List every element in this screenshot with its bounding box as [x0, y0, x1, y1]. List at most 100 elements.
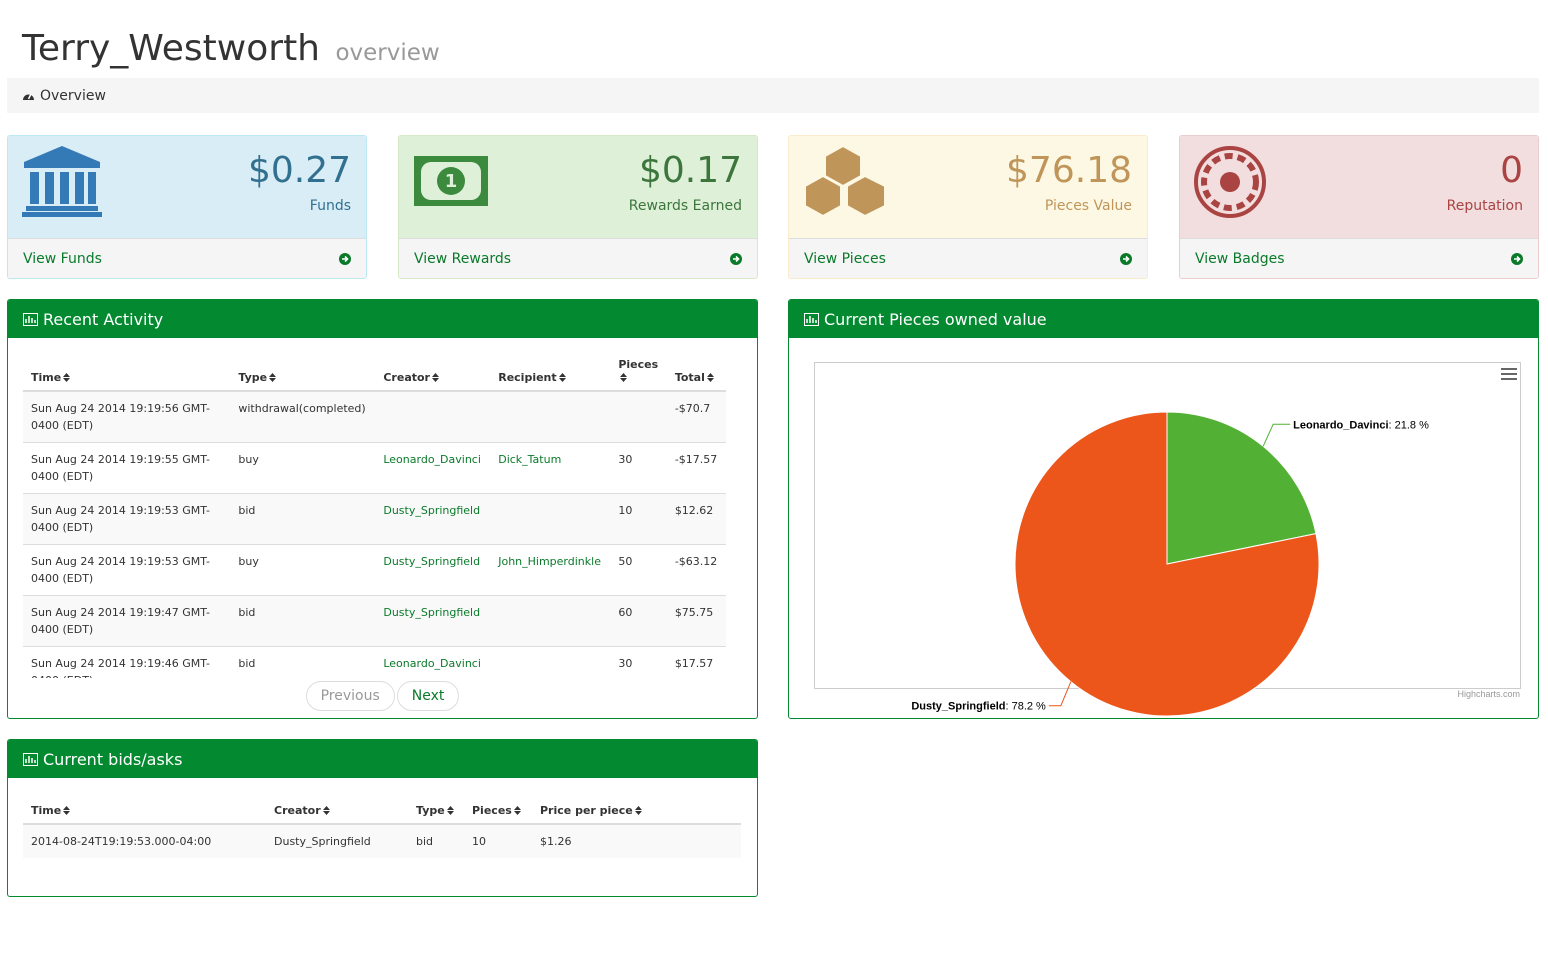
arrow-icon	[1511, 253, 1523, 265]
pie-chart: Highcharts.com Leonardo_Davinci: 21.8 % D…	[814, 362, 1521, 717]
table-cell: 30	[610, 442, 667, 494]
stat-link[interactable]: View Funds	[8, 238, 366, 278]
stat-card: 1 $0.17 Rewards Earned View Rewards	[398, 135, 758, 279]
table-cell: Leonardo_Davinci	[375, 442, 491, 494]
bids-panel: Current bids/asks Time Creator Type Pieces P…	[7, 739, 758, 897]
link-text[interactable]: View Pieces	[804, 251, 886, 267]
data-label: Dusty_Springfield: 78.2 %	[911, 701, 1046, 713]
sort-arrows	[322, 806, 330, 815]
table-cell: buy	[230, 544, 376, 596]
prev-button[interactable]: Previous	[305, 681, 395, 711]
cell-text: -$17.57	[674, 453, 718, 466]
breadcrumb-item[interactable]: Overview	[40, 87, 106, 104]
column-header[interactable]: Total	[666, 352, 726, 392]
sort-arrows	[431, 373, 439, 382]
table-cell	[610, 390, 667, 443]
column-header[interactable]: Time	[23, 352, 231, 392]
bank-icon	[22, 146, 102, 217]
table-cell: -$70.7	[666, 390, 726, 443]
user-name: Terry_Westworth	[22, 28, 321, 69]
cell-text[interactable]: Leonardo_Davinci	[383, 453, 481, 466]
column-title: Creator	[274, 804, 321, 817]
stat-link[interactable]: View Pieces	[789, 238, 1147, 278]
column-header[interactable]: Creator	[266, 798, 408, 825]
cell-text: Sun Aug 24 2014 19:19:46 GMT-0400 (EDT)	[31, 657, 210, 678]
arrow-icon	[339, 253, 351, 265]
panel-title: Recent Activity	[43, 309, 164, 329]
sort-icon	[634, 806, 642, 815]
stat-link[interactable]: View Rewards	[399, 238, 757, 278]
panel-title: Current bids/asks	[43, 749, 183, 769]
stat-link[interactable]: View Badges	[1180, 238, 1538, 278]
table-cell: -$63.12	[666, 544, 726, 596]
cell-text: Sun Aug 24 2014 19:19:55 GMT-0400 (EDT)	[31, 453, 210, 483]
svg-text:1: 1	[445, 171, 458, 192]
cell-text: Sun Aug 24 2014 19:19:53 GMT-0400 (EDT)	[31, 504, 210, 534]
chart-icon	[23, 752, 38, 766]
sort-icon	[706, 373, 714, 382]
cell-text: $75.75	[674, 606, 714, 619]
cell-text: 10	[618, 504, 633, 517]
table-row: Sun Aug 24 2014 19:19:55 GMT-0400 (EDT) b…	[23, 442, 726, 494]
stat-label: Funds	[309, 198, 351, 214]
panel-heading: Current bids/asks	[8, 740, 757, 778]
next-button[interactable]: Next	[396, 681, 460, 711]
cell-text[interactable]: Leonardo_Davinci	[383, 657, 481, 670]
table-cell	[490, 595, 611, 647]
column-header[interactable]: Type	[408, 798, 464, 825]
label-value: : 78.2 %	[1005, 701, 1046, 713]
table-cell: 50	[610, 544, 667, 596]
cell-text: 10	[472, 835, 486, 848]
link-text[interactable]: View Funds	[23, 251, 102, 267]
panel-title: Current Pieces owned value	[824, 309, 1047, 329]
table-cell: John_Himperdinkle	[490, 544, 611, 596]
stat-label: Pieces Value	[1044, 198, 1132, 214]
table-cell: -$17.57	[666, 442, 726, 494]
cell-text[interactable]: Dusty_Springfield	[383, 555, 481, 568]
column-header[interactable]: Pieces	[610, 352, 667, 392]
bids-table: Time Creator Type Pieces Price per piece 2014…	[23, 798, 741, 858]
data-label: Leonardo_Davinci: 21.8 %	[1293, 419, 1429, 431]
export-menu[interactable]	[1501, 368, 1517, 380]
table-cell: buy	[230, 442, 376, 494]
chart-credit[interactable]: Highcharts.com	[1457, 689, 1520, 699]
column-header[interactable]: Pieces	[464, 798, 532, 825]
table-cell: 30	[610, 646, 667, 678]
stat-value: $0.27	[247, 150, 351, 191]
table-cell: bid	[230, 646, 376, 678]
cell-text: 30	[618, 657, 633, 670]
sort-icon	[269, 373, 277, 382]
column-title: Pieces	[618, 358, 659, 371]
column-header[interactable]: Recipient	[490, 352, 611, 392]
table-cell: Dusty_Springfield	[375, 595, 491, 647]
link-text[interactable]: View Badges	[1195, 251, 1285, 267]
cell-text: 30	[618, 453, 633, 466]
sort-icon	[446, 806, 454, 815]
sort-arrows	[63, 373, 71, 382]
label-name: Leonardo_Davinci	[1293, 419, 1388, 431]
link-text[interactable]: View Rewards	[414, 251, 512, 267]
cell-text: $1.26	[540, 835, 572, 848]
cell-text[interactable]: Dusty_Springfield	[383, 606, 481, 619]
column-header[interactable]: Time	[23, 798, 266, 825]
table-cell: Dusty_Springfield	[375, 493, 491, 545]
cell-text[interactable]: Dick_Tatum	[498, 453, 562, 466]
cell-text: buy	[238, 555, 259, 568]
chart-icon	[804, 312, 819, 326]
subtitle: overview	[335, 40, 440, 66]
table-row: Sun Aug 24 2014 19:19:56 GMT-0400 (EDT) w…	[23, 390, 726, 443]
table-cell: $1.26	[532, 823, 741, 858]
table-cell	[490, 390, 611, 443]
column-header[interactable]: Creator	[375, 352, 491, 392]
column-header[interactable]: Type	[230, 352, 376, 392]
table-cell: bid	[230, 595, 376, 647]
cell-text[interactable]: John_Himperdinkle	[498, 555, 601, 568]
cell-text[interactable]: Dusty_Springfield	[383, 504, 481, 517]
table-row: Sun Aug 24 2014 19:19:47 GMT-0400 (EDT) b…	[23, 595, 726, 647]
column-header[interactable]: Price per piece	[532, 798, 741, 825]
pie-slice	[1166, 411, 1317, 565]
sort-arrows	[446, 806, 454, 815]
empire-icon	[1194, 146, 1266, 218]
table-scroll[interactable]: Time Type Creator Recipient Pieces Total Sun A…	[8, 338, 757, 678]
cell-text: bid	[238, 504, 256, 517]
